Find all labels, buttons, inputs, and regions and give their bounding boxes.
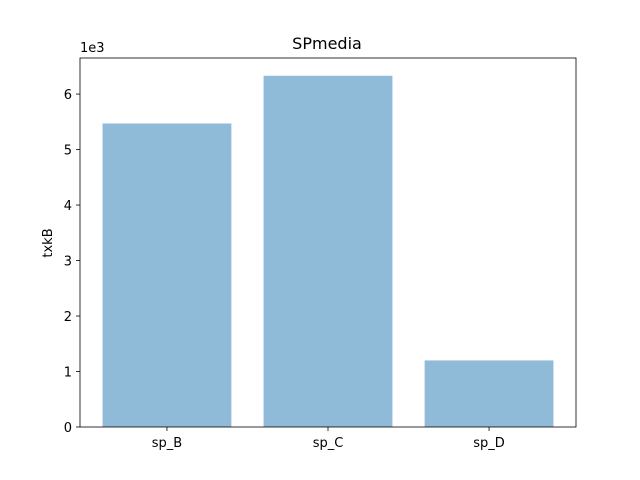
y-tick-label-6: 6 bbox=[64, 88, 72, 103]
y-tick-label-0: 0 bbox=[64, 421, 72, 436]
bars bbox=[102, 75, 554, 428]
bar-sp_D bbox=[424, 360, 554, 427]
x-tick-label-sp_D: sp_D bbox=[473, 436, 505, 451]
y-tick-label-1: 1 bbox=[64, 366, 72, 381]
axes: sp_B sp_C sp_D 0 1 2 3 4 5 6 bbox=[64, 57, 577, 451]
bar-sp_C bbox=[263, 75, 393, 427]
plot-frame bbox=[79, 57, 577, 428]
y-tick-label-4: 4 bbox=[64, 199, 72, 214]
y-tick-label-2: 2 bbox=[64, 310, 72, 325]
y-axis-offset-text: 1e3 bbox=[80, 41, 105, 56]
bar-sp_B bbox=[102, 123, 232, 428]
chart-title: SPmedia bbox=[292, 34, 362, 53]
x-tick-label-sp_C: sp_C bbox=[313, 436, 344, 451]
y-axis-label: txkB bbox=[41, 228, 56, 257]
y-tick-label-3: 3 bbox=[64, 255, 72, 270]
y-tick-label-5: 5 bbox=[64, 144, 72, 159]
x-tick-label-sp_B: sp_B bbox=[152, 436, 182, 451]
